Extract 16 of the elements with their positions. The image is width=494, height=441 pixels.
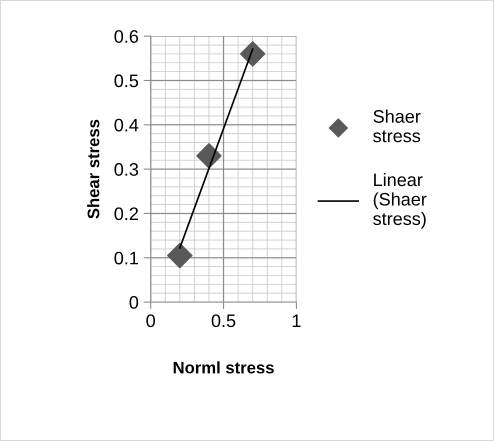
y-tick-label: 0.4	[114, 118, 138, 132]
x-tick-label: 0	[146, 314, 155, 328]
y-tick-label: 0.5	[114, 74, 138, 88]
y-tick-label: 0.1	[114, 252, 138, 264]
y-axis-title: Shear stress	[87, 120, 100, 219]
x-tick-label: 0.5	[212, 314, 236, 328]
legend-label: Linear (Shaer stress)	[373, 172, 427, 229]
legend-label: Shaer stress	[373, 110, 421, 142]
x-axis-title: Norml stress	[174, 361, 274, 374]
point	[240, 41, 266, 67]
y-tick-label: 0	[130, 296, 138, 309]
y-tick-label: 0.6	[114, 30, 138, 43]
y-tick-label: 0.2	[114, 207, 138, 220]
x-tick-label: 1	[292, 314, 301, 327]
point	[167, 242, 193, 268]
y-tick-label: 0.3	[114, 163, 138, 176]
